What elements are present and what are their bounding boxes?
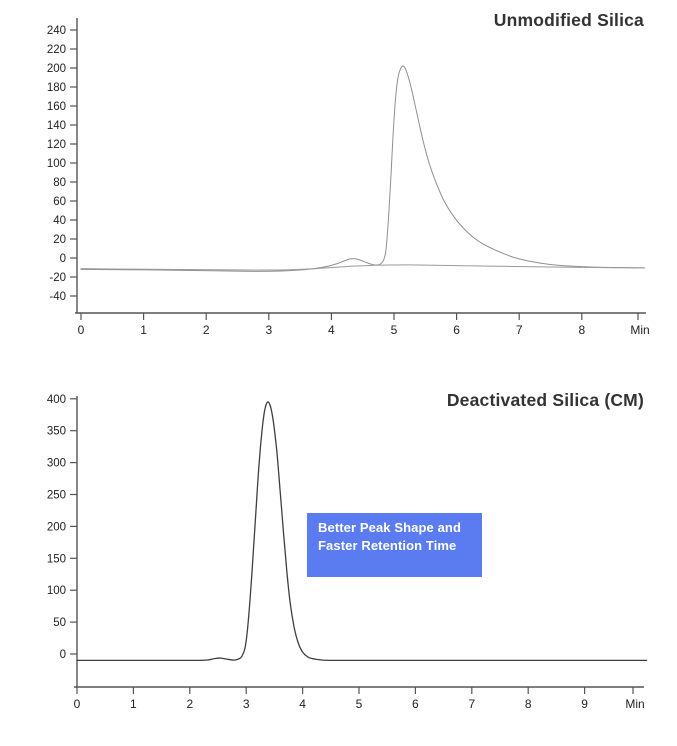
y-tick-label: 40 bbox=[53, 215, 66, 227]
x-tick-label: 7 bbox=[516, 323, 523, 337]
y-tick-label: 80 bbox=[53, 177, 66, 189]
y-tick-label: 400 bbox=[47, 394, 66, 406]
callout-better-peak-shape: Better Peak Shape and Faster Retention T… bbox=[307, 513, 482, 577]
y-tick-label: 20 bbox=[53, 234, 66, 246]
unmodified-silica-plot: 240220200180160140120100806040200-20-400… bbox=[47, 18, 650, 337]
deactivated-silica-plot: 400 350 300 250 200 150 100 50 0 0 1 2 3 4 5 6 7 8 9 Min bbox=[47, 394, 648, 711]
x-tick-label: 3 bbox=[265, 323, 272, 337]
x-tick-label: 5 bbox=[356, 697, 363, 711]
y-tick-label: 100 bbox=[47, 585, 66, 597]
x-tick-label: 4 bbox=[328, 323, 335, 337]
series-main-peak-trace bbox=[80, 65, 645, 272]
x-tick-label: 2 bbox=[186, 697, 193, 711]
x-tick-label: 4 bbox=[299, 697, 306, 711]
x-tick-label: 9 bbox=[581, 697, 588, 711]
y-tick-label: 250 bbox=[47, 490, 66, 502]
y-tick-label: 200 bbox=[47, 63, 66, 75]
x-tick-label: 7 bbox=[468, 697, 475, 711]
x-tick-label: 8 bbox=[578, 323, 585, 337]
chart-title-deactivated-silica: Deactivated Silica (CM) bbox=[446, 390, 644, 410]
y-tick-label: 160 bbox=[47, 101, 66, 113]
y-tick-label: 220 bbox=[47, 44, 66, 56]
x-unit-label: Min bbox=[625, 697, 644, 711]
y-tick-label: 120 bbox=[47, 139, 66, 151]
series-main-peak-trace bbox=[76, 401, 648, 662]
y-tick-label: 100 bbox=[47, 158, 66, 170]
y-tick-label: 140 bbox=[47, 120, 66, 132]
y-tick-label: -40 bbox=[49, 291, 66, 303]
x-tick-label: 1 bbox=[130, 697, 137, 711]
x-tick-label: 0 bbox=[78, 323, 85, 337]
series-reference-baseline-trace bbox=[80, 264, 645, 271]
chart-title-unmodified-silica: Unmodified Silica bbox=[493, 10, 644, 30]
y-tick-label: 50 bbox=[53, 617, 66, 629]
y-tick-label: 300 bbox=[47, 458, 66, 470]
x-unit-label: Min bbox=[630, 323, 649, 337]
y-tick-label: -20 bbox=[49, 272, 66, 284]
y-tick-label: 60 bbox=[53, 196, 66, 208]
unmodified-silica-chart: Unmodified Silica 240 220 200 180 160 140 120 1… bbox=[0, 0, 677, 360]
x-tick-label: 5 bbox=[391, 323, 398, 337]
deactivated-silica-chart: Deactivated Silica (CM) 400 350 300 250 200 1… bbox=[0, 368, 677, 746]
x-tick-label: 6 bbox=[412, 697, 419, 711]
x-tick-label: 6 bbox=[453, 323, 460, 337]
y-tick-label: 180 bbox=[47, 82, 66, 94]
y-tick-label: 0 bbox=[60, 649, 66, 661]
x-tick-label: 8 bbox=[525, 697, 532, 711]
x-tick-label: 1 bbox=[140, 323, 147, 337]
x-tick-label: 0 bbox=[74, 697, 81, 711]
y-tick-label: 240 bbox=[47, 25, 66, 37]
y-tick-label: 0 bbox=[60, 253, 66, 265]
y-tick-label: 150 bbox=[47, 553, 66, 565]
y-tick-label: 200 bbox=[47, 521, 66, 533]
x-tick-label: 3 bbox=[243, 697, 250, 711]
x-tick-label: 2 bbox=[203, 323, 210, 337]
y-tick-label: 350 bbox=[47, 426, 66, 438]
